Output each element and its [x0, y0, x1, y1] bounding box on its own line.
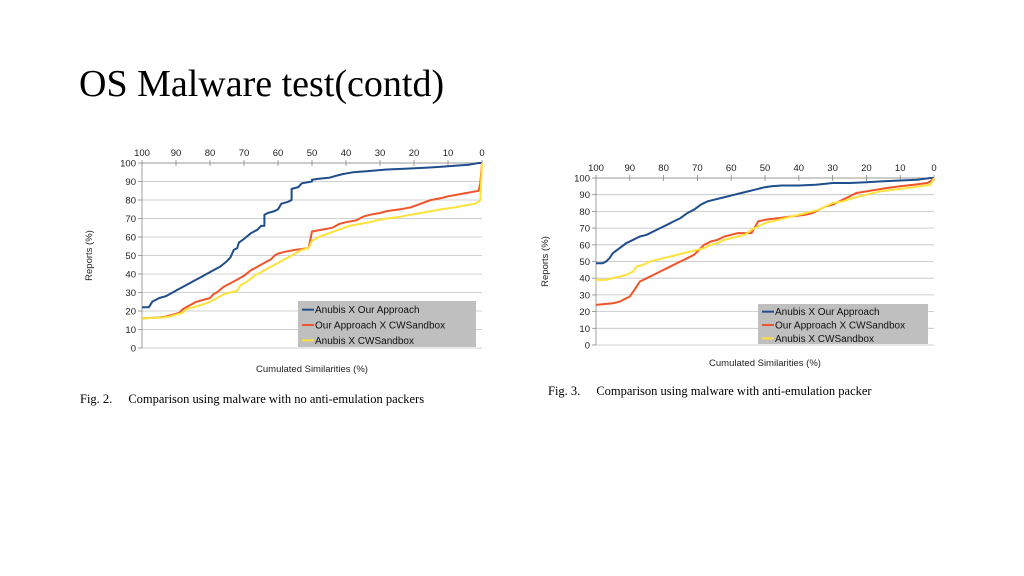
legend-label: Our Approach X CWSandbox — [315, 321, 445, 332]
series-line-3 — [141, 162, 483, 320]
y-tick-label: 90 — [579, 190, 590, 201]
x-tick-label: 10 — [895, 163, 906, 174]
legend-label: Anubis X Our Approach — [775, 307, 880, 318]
y-tick-label: 40 — [125, 270, 136, 281]
x-axis-label: Cumulated Similarities (%) — [709, 358, 821, 369]
x-tick-label: 50 — [307, 148, 318, 159]
series-line-1 — [596, 177, 934, 265]
x-tick-label: 50 — [760, 163, 771, 174]
y-tick-label: 20 — [579, 307, 590, 318]
x-tick-label: 40 — [341, 148, 352, 159]
y-tick-label: 70 — [125, 214, 136, 225]
y-tick-label: 50 — [125, 251, 136, 262]
legend-label: Anubis X Our Approach — [315, 305, 420, 316]
x-tick-label: 80 — [205, 148, 216, 159]
legend-label: Anubis X CWSandbox — [315, 336, 414, 347]
y-axis-label: Reports (%) — [84, 230, 95, 281]
legend: Anubis X Our Approach Our Approach X CWSa… — [298, 301, 476, 347]
x-tick-label: 30 — [827, 163, 838, 174]
y-tick-label: 60 — [579, 240, 590, 251]
x-tick-label: 90 — [171, 148, 182, 159]
x-tick-label: 0 — [931, 163, 936, 174]
y-tick-label: 10 — [579, 324, 590, 335]
caption-fig2-number: Fig. 2. — [80, 392, 113, 406]
y-tick-label: 0 — [585, 341, 590, 352]
x-tick-label: 100 — [134, 148, 150, 159]
x-tick-label: 40 — [794, 163, 805, 174]
legend-box — [758, 304, 928, 344]
series-line-2 — [595, 177, 935, 306]
y-tick-label: 100 — [574, 174, 590, 185]
y-tick-label: 30 — [125, 288, 136, 299]
slide-title: OS Malware test(contd) — [79, 63, 445, 105]
x-tick-label: 70 — [692, 163, 703, 174]
x-tick-label: 70 — [239, 148, 250, 159]
x-tick-label: 60 — [273, 148, 284, 159]
x-tick-label: 60 — [726, 163, 737, 174]
legend-label: Anubis X CWSandbox — [775, 334, 874, 345]
y-tick-label: 80 — [579, 207, 590, 218]
series-line-1 — [142, 162, 482, 309]
legend: Anubis X Our Approach Our Approach X CWSa… — [758, 304, 928, 345]
x-axis-label: Cumulated Similarities (%) — [256, 364, 368, 375]
series-line-3 — [596, 177, 935, 281]
series-line-2 — [141, 162, 483, 320]
y-tick-label: 60 — [125, 233, 136, 244]
y-tick-label: 50 — [579, 257, 590, 268]
caption-fig3: Fig. 3. Comparison using malware with ant… — [548, 384, 872, 399]
x-tick-label: 90 — [625, 163, 636, 174]
x-tick-label: 100 — [588, 163, 604, 174]
legend-label: Our Approach X CWSandbox — [775, 321, 905, 332]
y-tick-label: 20 — [125, 307, 136, 318]
y-tick-label: 80 — [125, 196, 136, 207]
x-tick-label: 20 — [861, 163, 872, 174]
y-axis-label: Reports (%) — [540, 236, 551, 287]
x-tick-label: 80 — [658, 163, 669, 174]
x-tick-label: 0 — [479, 148, 484, 159]
x-tick-label: 10 — [443, 148, 454, 159]
legend-box — [298, 301, 476, 347]
y-tick-label: 90 — [125, 177, 136, 188]
y-tick-label: 70 — [579, 224, 590, 235]
y-tick-label: 30 — [579, 290, 590, 301]
y-tick-label: 40 — [579, 274, 590, 285]
x-tick-label: 30 — [375, 148, 386, 159]
caption-fig3-text: Comparison using malware with anti-emula… — [596, 384, 872, 398]
caption-fig2: Fig. 2. Comparison using malware with no … — [80, 392, 424, 407]
caption-fig3-number: Fig. 3. — [548, 384, 581, 398]
caption-fig2-text: Comparison using malware with no anti-em… — [128, 392, 425, 406]
y-tick-label: 100 — [120, 159, 136, 170]
y-tick-label: 0 — [131, 344, 136, 355]
y-tick-label: 10 — [125, 325, 136, 336]
x-tick-label: 20 — [409, 148, 420, 159]
